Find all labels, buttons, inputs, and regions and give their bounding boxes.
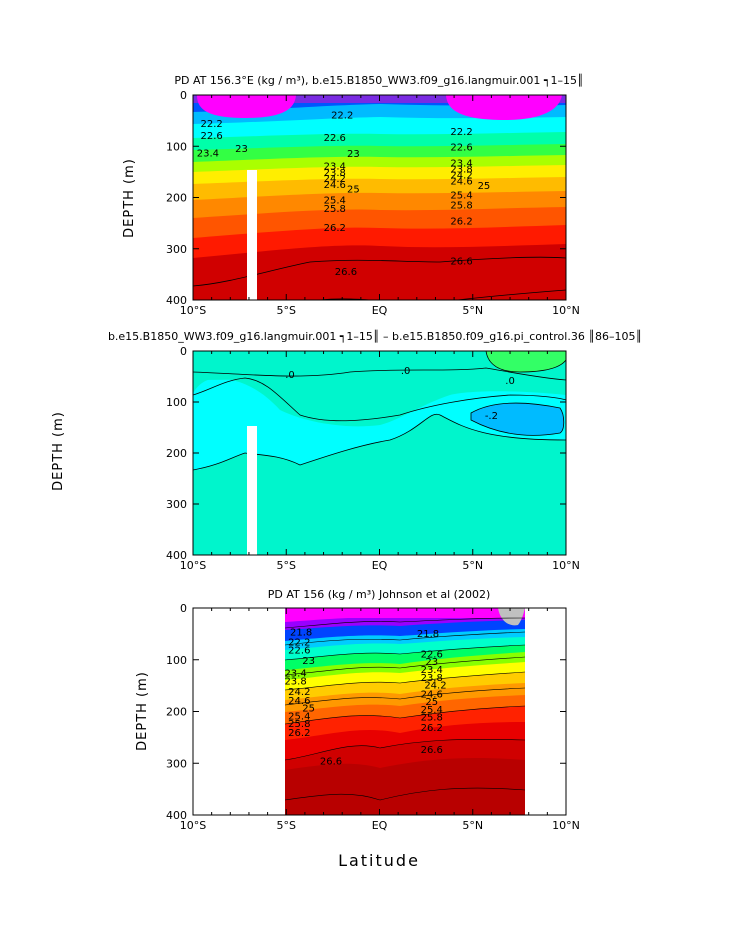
contour-label: 22.2 [331, 110, 353, 121]
contour-label: 22.6 [201, 131, 223, 142]
x-tick-label: 5°S [277, 559, 296, 572]
panel-1: PD AT 156.3°E (kg / m³), b.e15.B1850_WW3… [122, 73, 584, 317]
contour-label: 23.8 [450, 164, 472, 175]
contour-label: 25.8 [421, 713, 443, 724]
contour-label: 23 [235, 144, 248, 155]
x-tick-label: 5°S [277, 304, 296, 317]
contour-label: 23 [302, 656, 315, 667]
x-tick-label: 5°N [462, 304, 483, 317]
contour-label: 25 [425, 697, 438, 708]
y-tick-label: 100 [166, 140, 187, 153]
y-tick-label: 100 [166, 654, 187, 667]
contour-label: 25 [347, 184, 360, 195]
y-tick-label: 300 [166, 243, 187, 256]
contour-label: .0 [401, 366, 411, 377]
x-tick-label: 5°N [462, 559, 483, 572]
contour-label: 25 [478, 181, 491, 192]
contour-label: 26.2 [450, 217, 472, 228]
x-tick-label: 10°S [180, 819, 206, 832]
contour-label: 23.4 [197, 148, 219, 159]
y-tick-label: 300 [166, 757, 187, 770]
contour-label: 23.8 [324, 168, 346, 179]
contour-label: 23.4 [284, 669, 306, 680]
y-tick-label: 0 [180, 602, 187, 615]
contour-label: 22.6 [288, 645, 310, 656]
contour-label: 25 [302, 703, 315, 714]
contour-label: -.2 [485, 411, 498, 422]
contour-label: 26.6 [450, 257, 472, 268]
panel-3-ylabel: DEPTH (m) [135, 671, 150, 751]
panel-2-ylabel: DEPTH (m) [51, 411, 66, 491]
x-tick-label: 10°S [180, 304, 206, 317]
x-tick-label: 5°N [462, 819, 483, 832]
contour-label: 24.2 [324, 174, 346, 185]
contour-label: 26.6 [421, 745, 443, 756]
contour-label: 21.8 [290, 627, 312, 638]
y-tick-label: 0 [180, 345, 187, 358]
panel-1-ylabel: DEPTH (m) [122, 158, 137, 238]
y-tick-label: 400 [166, 294, 187, 307]
contour-label: 22.2 [288, 638, 310, 649]
contour-label: 25.8 [450, 201, 472, 212]
x-tick-label: 10°S [180, 559, 206, 572]
contour-label: 23.8 [284, 676, 306, 687]
y-tick-label: 400 [166, 549, 187, 562]
x-tick-label: EQ [372, 304, 388, 317]
contour-label: 25.4 [450, 190, 472, 201]
contour-label: 26.2 [421, 723, 443, 734]
contour-label: 23.8 [421, 673, 443, 684]
x-tick-label: 10°N [552, 559, 580, 572]
y-tick-label: 400 [166, 809, 187, 822]
y-tick-label: 200 [166, 447, 187, 460]
contour-label: 21.8 [417, 629, 439, 640]
contour-label: 23 [425, 657, 438, 668]
panel-3-field: 21.822.222.62323.423.824.224.62525.425.8… [284, 608, 525, 815]
y-tick-label: 0 [180, 89, 187, 102]
x-axis-label: Latitude [338, 851, 420, 870]
contour-label: 24.2 [288, 687, 310, 698]
x-tick-label: 10°N [552, 304, 580, 317]
panel-2: b.e15.B1850_WW3.f09_g16.langmuir.001 ┑1–… [51, 329, 642, 572]
panel-2-title: b.e15.B1850_WW3.f09_g16.langmuir.001 ┑1–… [108, 329, 642, 343]
contour-label: 26.6 [335, 267, 357, 278]
contour-label: 25.4 [421, 705, 443, 716]
contour-label: 25.8 [324, 204, 346, 215]
contour-label: 26.2 [324, 223, 346, 234]
contour-label: 23 [347, 149, 360, 160]
contour-label: 23.4 [450, 159, 472, 170]
contour-label: .0 [285, 370, 295, 381]
contour-label: 24.6 [288, 696, 310, 707]
contour-label: 24.2 [450, 170, 472, 181]
contour-label: 25.4 [288, 712, 310, 723]
contour-label: 22.6 [450, 142, 472, 153]
contour-label: 24.6 [421, 689, 443, 700]
contour-label: 25.4 [324, 196, 346, 207]
contour-label: 23.4 [324, 162, 346, 173]
contour-label: 25.8 [288, 719, 310, 730]
x-tick-label: 10°N [552, 819, 580, 832]
y-tick-label: 200 [166, 706, 187, 719]
panel-2-field: .0 .0 .0 -.2 [193, 351, 566, 555]
contour-label: 22.2 [201, 119, 223, 130]
y-tick-label: 200 [166, 192, 187, 205]
x-tick-label: EQ [372, 819, 388, 832]
contour-label: 24.6 [450, 177, 472, 188]
contour-label: 26.6 [320, 757, 342, 768]
contour-label: 23.4 [421, 665, 443, 676]
panel-3-title: PD AT 156 (kg / m³) Johnson et al (2002) [268, 588, 491, 601]
panel-1-title: PD AT 156.3°E (kg / m³), b.e15.B1850_WW3… [174, 73, 583, 87]
contour-label: 22.2 [450, 127, 472, 138]
y-tick-label: 300 [166, 498, 187, 511]
x-tick-label: EQ [372, 559, 388, 572]
y-tick-label: 100 [166, 396, 187, 409]
contour-label: 24.6 [324, 180, 346, 191]
contour-label: .0 [505, 376, 515, 387]
contour-label: 24.2 [424, 681, 446, 692]
contour-label: 26.2 [288, 728, 310, 739]
contour-label: 22.6 [324, 133, 346, 144]
contour-label: 22.6 [421, 650, 443, 661]
x-tick-label: 5°S [277, 819, 296, 832]
panel-3: PD AT 156 (kg / m³) Johnson et al (2002) [135, 588, 580, 870]
